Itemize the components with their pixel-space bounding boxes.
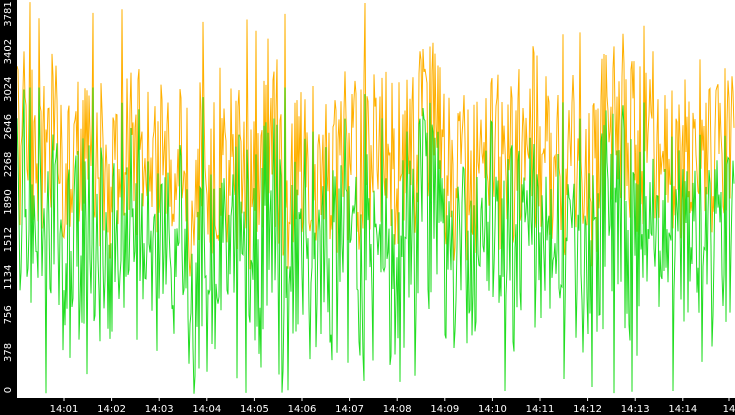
y-tick-label: 3402 <box>3 39 14 64</box>
series-layer <box>16 2 735 394</box>
y-tick-label: 0 <box>3 387 14 393</box>
x-tick-label: 14:06 <box>288 404 317 415</box>
y-tick-label: 1890 <box>3 189 14 214</box>
x-tick-label: 14:10 <box>478 404 507 415</box>
y-tick-label: 3781 <box>3 1 14 26</box>
x-tick-label: 14 <box>723 404 735 415</box>
y-tick-label: 1134 <box>3 264 14 289</box>
x-axis-band <box>0 398 735 415</box>
x-tick-label: 14:02 <box>97 404 126 415</box>
x-tick-label: 14:04 <box>192 404 221 415</box>
x-tick-label: 14:13 <box>621 404 650 415</box>
series-line-green <box>16 87 735 394</box>
x-tick-label: 14:08 <box>383 404 412 415</box>
x-tick-label: 14:07 <box>335 404 364 415</box>
series-line-orange <box>16 2 735 277</box>
y-tick-label: 378 <box>3 343 14 362</box>
x-tick-label: 14:05 <box>240 404 269 415</box>
x-tick-label: 14:01 <box>50 404 79 415</box>
x-tick-label: 14:03 <box>145 404 174 415</box>
y-axis: 0 378 756 1134 1512 1890 2268 2646 3024 3402 3781 <box>3 1 14 393</box>
y-tick-label: 2646 <box>3 114 14 139</box>
y-tick-label: 3024 <box>3 76 14 101</box>
x-tick-label: 14:09 <box>430 404 459 415</box>
y-axis-band <box>0 0 17 415</box>
y-tick-label: 2268 <box>3 152 14 177</box>
x-tick-label: 14:11 <box>526 404 555 415</box>
x-tick-label: 14:14 <box>668 404 697 415</box>
x-axis: 14:01 14:02 14:03 14:04 14:05 14:06 14:07 14:08… <box>50 398 735 415</box>
y-tick-label: 1512 <box>3 227 14 252</box>
x-tick-label: 14:12 <box>573 404 602 415</box>
y-tick-label: 756 <box>3 305 14 324</box>
